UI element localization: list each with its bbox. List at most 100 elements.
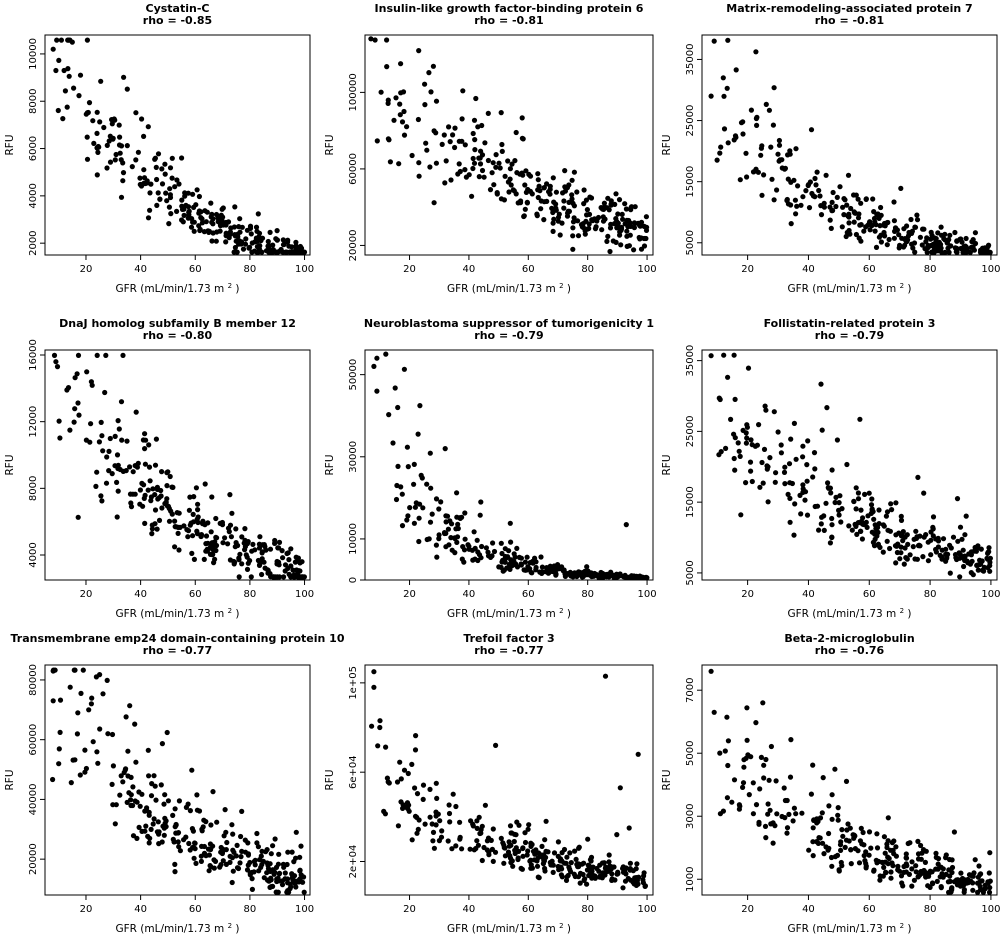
data-point <box>839 827 845 833</box>
data-point <box>802 497 808 503</box>
data-point <box>778 450 785 456</box>
data-point <box>51 352 58 358</box>
y-tick-label: 15000 <box>685 166 696 198</box>
data-point <box>522 182 528 188</box>
data-point <box>535 177 541 183</box>
panel-subtitle: rho = -0.79 <box>815 329 884 342</box>
data-point <box>587 868 593 874</box>
data-point <box>501 860 507 866</box>
data-point <box>944 555 950 561</box>
x-tick-label: 100 <box>981 904 1000 915</box>
data-point <box>515 200 521 206</box>
data-point <box>141 167 147 173</box>
data-point <box>209 541 216 547</box>
data-point <box>229 879 235 886</box>
data-point <box>827 540 834 546</box>
x-tick-label: 60 <box>863 589 876 600</box>
data-point <box>242 241 249 247</box>
data-point <box>229 510 235 516</box>
data-point <box>190 519 197 525</box>
data-point <box>760 700 766 706</box>
data-point <box>475 124 481 130</box>
data-point <box>516 822 522 828</box>
data-point <box>172 184 178 190</box>
data-point <box>898 544 904 550</box>
data-point <box>223 230 229 236</box>
data-point <box>383 744 389 750</box>
data-point <box>94 109 100 115</box>
data-point <box>723 445 729 451</box>
data-point <box>522 830 528 836</box>
data-point <box>476 174 482 180</box>
data-point <box>242 526 248 532</box>
data-point <box>635 751 641 757</box>
data-point <box>301 889 307 895</box>
data-point <box>763 835 769 841</box>
data-point <box>443 158 449 164</box>
data-point <box>919 869 925 875</box>
data-point <box>436 532 442 538</box>
x-tick-label: 80 <box>924 589 937 600</box>
data-point <box>114 479 120 485</box>
data-point <box>396 161 402 167</box>
data-point <box>570 574 576 580</box>
panel-title: Matrix-remodeling-associated protein 7 <box>726 2 972 15</box>
data-point <box>117 792 123 798</box>
data-point <box>286 557 292 563</box>
data-point <box>394 779 401 785</box>
data-point <box>569 192 575 198</box>
data-point <box>584 207 591 213</box>
data-point <box>378 89 384 95</box>
data-point <box>903 855 909 861</box>
y-tick-label: 4000 <box>28 542 39 567</box>
data-point <box>159 741 165 747</box>
x-tick-label: 100 <box>638 264 657 275</box>
data-point <box>71 667 77 673</box>
data-point <box>513 562 519 568</box>
data-point <box>861 853 867 859</box>
data-point <box>109 121 115 127</box>
data-point <box>279 878 286 884</box>
y-axis-label: RFU <box>324 769 336 790</box>
data-point <box>413 500 419 506</box>
data-point <box>470 155 476 162</box>
data-point <box>572 848 578 854</box>
y-axis-label: RFU <box>4 134 16 155</box>
data-point <box>147 207 153 213</box>
data-point <box>272 537 278 544</box>
data-point <box>886 236 892 243</box>
data-point <box>431 845 437 851</box>
data-point <box>84 134 90 140</box>
data-point <box>919 242 925 248</box>
data-point <box>756 422 762 428</box>
data-point <box>55 107 61 114</box>
data-point <box>279 882 286 888</box>
data-point <box>412 785 418 791</box>
panel-title: Cystatin-C <box>146 2 210 15</box>
data-point <box>191 204 197 210</box>
data-point <box>539 564 546 570</box>
data-point <box>242 837 248 843</box>
data-point <box>885 861 891 867</box>
data-point <box>819 810 825 816</box>
data-point <box>928 529 934 535</box>
data-point <box>880 522 887 528</box>
data-point <box>285 880 291 886</box>
data-point <box>835 817 841 823</box>
data-point <box>824 405 830 411</box>
data-point <box>179 155 185 161</box>
data-point <box>947 542 953 548</box>
data-point <box>507 176 513 182</box>
data-point <box>606 859 612 865</box>
data-point <box>455 521 461 528</box>
data-point <box>159 505 165 511</box>
data-point <box>957 524 964 530</box>
data-point <box>549 564 556 570</box>
data-point <box>61 67 67 74</box>
data-point <box>231 249 237 255</box>
data-point <box>398 61 404 67</box>
data-point <box>279 548 285 554</box>
data-point <box>987 568 993 574</box>
panel-title: Transmembrane emp24 domain-containing pr… <box>11 632 345 645</box>
y-tick-label: 10000 <box>28 38 39 70</box>
